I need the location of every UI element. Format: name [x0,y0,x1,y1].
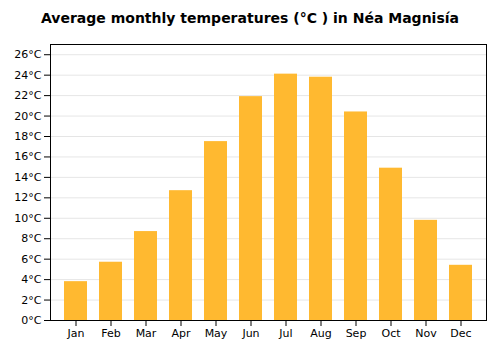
svg-text:22°C: 22°C [14,89,41,102]
svg-text:14°C: 14°C [14,171,41,184]
svg-text:16°C: 16°C [14,150,41,163]
svg-text:0°C: 0°C [21,314,41,327]
svg-text:2°C: 2°C [21,294,41,307]
svg-text:Sep: Sep [346,327,367,340]
svg-text:8°C: 8°C [21,232,41,245]
svg-text:26°C: 26°C [14,48,41,61]
svg-text:Oct: Oct [381,327,401,340]
svg-text:Jan: Jan [67,327,85,340]
svg-text:24°C: 24°C [14,69,41,82]
svg-text:Jun: Jun [241,327,259,340]
svg-text:Feb: Feb [101,327,120,340]
svg-text:20°C: 20°C [14,110,41,123]
svg-text:10°C: 10°C [14,212,41,225]
svg-text:6°C: 6°C [21,253,41,266]
svg-text:May: May [205,327,228,340]
svg-text:4°C: 4°C [21,273,41,286]
svg-text:Mar: Mar [136,327,157,340]
svg-text:Apr: Apr [171,327,191,340]
svg-text:Nov: Nov [415,327,437,340]
svg-text:Dec: Dec [450,327,471,340]
svg-text:18°C: 18°C [14,130,41,143]
svg-text:Jul: Jul [278,327,292,340]
svg-text:Aug: Aug [310,327,331,340]
html-text:Average monthly temperatures (: Average monthly temperatures (°C ) in Né… [41,10,459,26]
svg-text:12°C: 12°C [14,191,41,204]
